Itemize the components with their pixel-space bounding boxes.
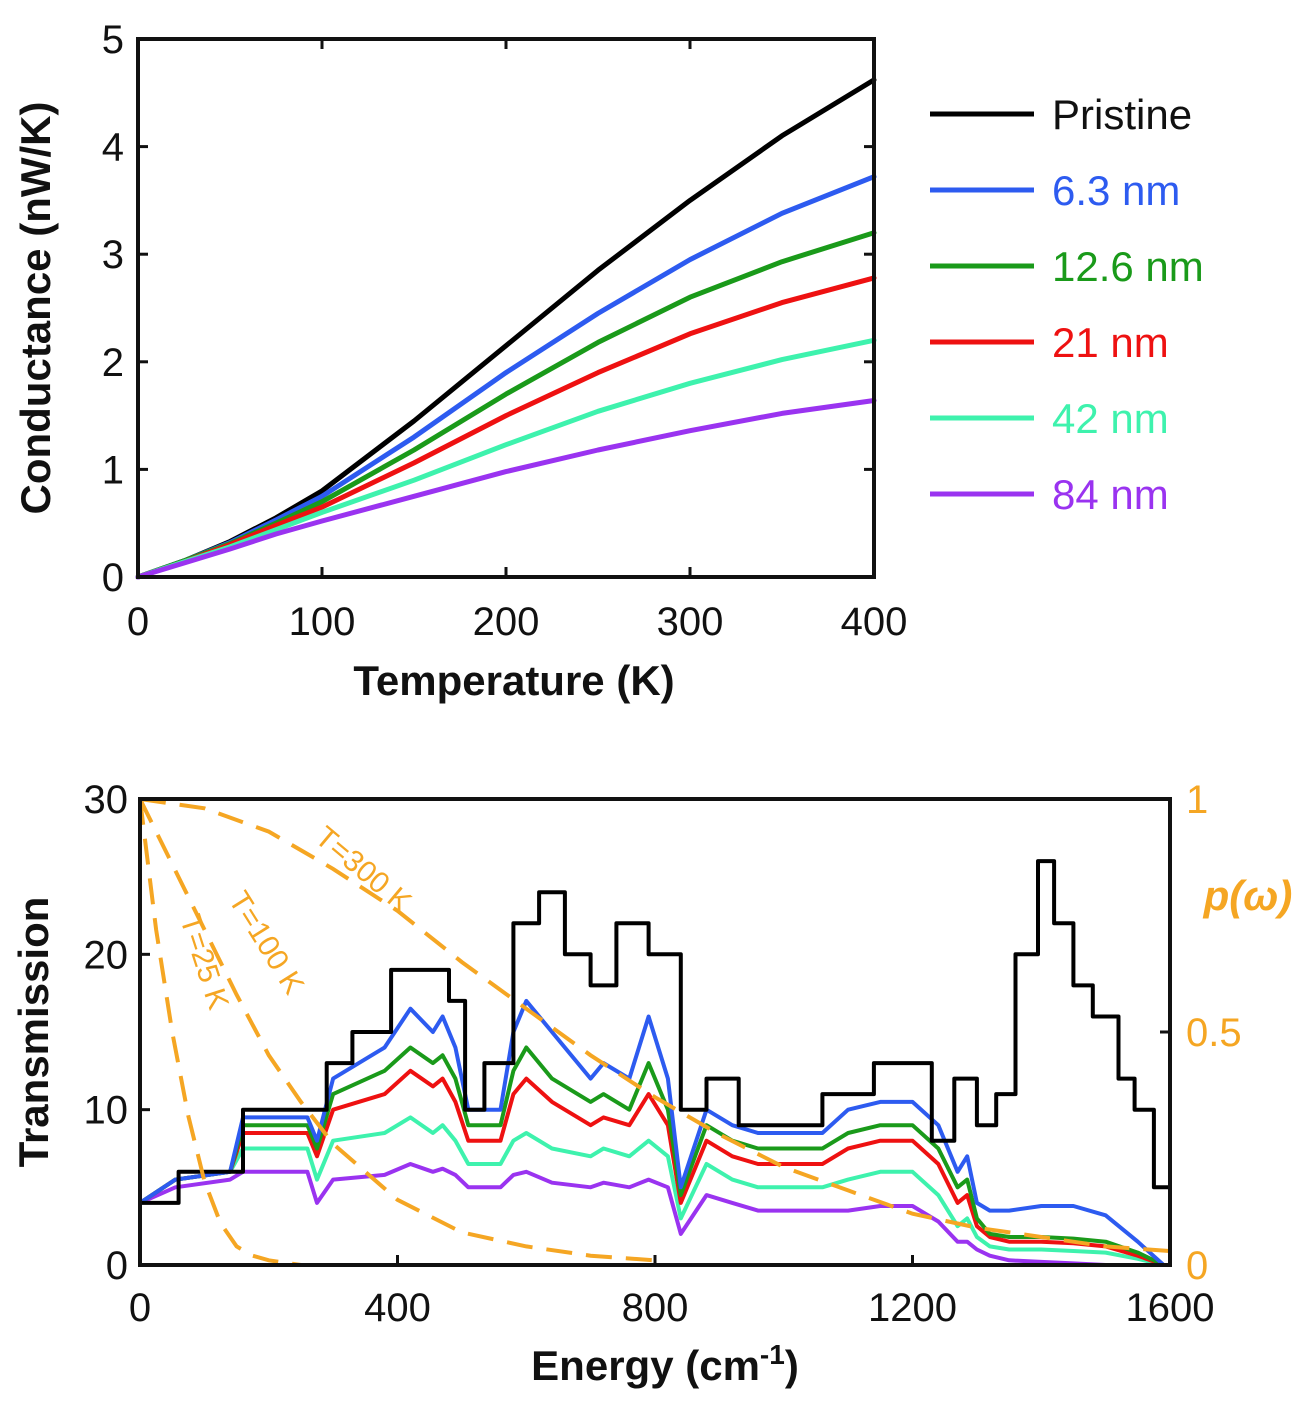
transmission-x-tick-label: 0 <box>129 1286 151 1330</box>
transmission-y-tick-label: 30 <box>84 778 129 822</box>
occupation-curve-t-25-k <box>138 798 334 1267</box>
transmission-y-axis-title: Transmission <box>10 897 57 1168</box>
transmission-x-tick-label: 800 <box>622 1286 689 1330</box>
legend-label-84-nm: 84 nm <box>1052 471 1169 518</box>
transmission-line-pristine <box>140 859 1172 1265</box>
conductance-x-tick-label: 0 <box>127 600 149 644</box>
legend-label-pristine: Pristine <box>1052 91 1192 138</box>
occupation-y-tick-label: 1 <box>1186 778 1208 822</box>
transmission-y-tick-label: 0 <box>106 1244 128 1288</box>
occupation-label-t-300-k: T=300 K <box>309 820 418 919</box>
occupation-label-t-25-k: T=25 K <box>173 911 235 1014</box>
transmission-x-tick-label: 1600 <box>1126 1286 1215 1330</box>
conductance-x-axis-title: Temperature (K) <box>353 657 674 704</box>
conductance-x-tick-label: 200 <box>473 600 540 644</box>
transmission-line-21-nm <box>138 1068 1165 1267</box>
transmission-line-42-nm <box>138 1115 1165 1267</box>
transmission-series-group <box>138 859 1172 1267</box>
transmission-x-axis-title-main: Energy (cm <box>531 1342 760 1389</box>
occupation-series-group <box>138 797 1171 1267</box>
conductance-y-tick-label: 3 <box>102 233 124 277</box>
conductance-line-pristine <box>135 77 877 580</box>
conductance-line-84-nm <box>135 398 877 580</box>
occupation-curve-t-300-k <box>139 797 1171 1253</box>
conductance-chart: 0 100 200 300 400 0 1 2 3 4 5 Temperature (K) Cond… <box>12 18 1204 704</box>
conductance-y-tick-label: 4 <box>102 126 124 170</box>
conductance-x-tick-label: 100 <box>289 600 356 644</box>
transmission-x-axis-title-close: ) <box>785 1342 799 1389</box>
transmission-x-tick-label: 1200 <box>868 1286 957 1330</box>
conductance-y-tick-label: 5 <box>102 18 124 62</box>
transmission-x-axis-title-superscript: -1 <box>760 1339 785 1370</box>
conductance-y-tick-label: 0 <box>102 556 124 600</box>
conductance-ticks: 0 100 200 300 400 0 1 2 3 4 5 <box>102 18 908 644</box>
transmission-y-tick-label: 20 <box>84 933 129 977</box>
conductance-legend: Pristine 6.3 nm 12.6 nm 21 nm 42 nm 84 nm <box>930 91 1204 518</box>
legend-label-21-nm: 21 nm <box>1052 319 1169 366</box>
transmission-line-12-6-nm <box>138 1045 1165 1267</box>
legend-label-12-6-nm: 12.6 nm <box>1052 243 1204 290</box>
conductance-x-tick-label: 400 <box>841 600 908 644</box>
transmission-x-tick-label: 400 <box>364 1286 431 1330</box>
legend-label-42-nm: 42 nm <box>1052 395 1169 442</box>
conductance-y-axis-title: Conductance (nW/K) <box>12 102 59 515</box>
occupation-curve-t-100-k <box>138 798 656 1263</box>
conductance-x-tick-label: 300 <box>657 600 724 644</box>
legend-label-6-3-nm: 6.3 nm <box>1052 167 1180 214</box>
occupation-curve-labels: T=25 KT=100 KT=300 K <box>173 820 417 1013</box>
transmission-line-6-3-nm <box>138 998 1165 1267</box>
occupation-y-tick-label: 0 <box>1186 1244 1208 1288</box>
occupation-y-tick-label: 0.5 <box>1186 1011 1242 1055</box>
conductance-y-tick-label: 1 <box>102 448 124 492</box>
occupation-label-t-100-k: T=100 K <box>222 886 311 1000</box>
conductance-line-6-3-nm <box>135 174 877 580</box>
conductance-line-12-6-nm <box>135 230 877 580</box>
transmission-line-84-nm <box>139 1162 1164 1267</box>
occupation-y-axis-title: p(ω) <box>1203 872 1293 919</box>
transmission-y-tick-label: 10 <box>84 1089 129 1133</box>
conductance-y-tick-label: 2 <box>102 341 124 385</box>
transmission-x-axis-title: Energy (cm-1) <box>531 1339 799 1389</box>
conductance-series-group <box>135 77 877 580</box>
